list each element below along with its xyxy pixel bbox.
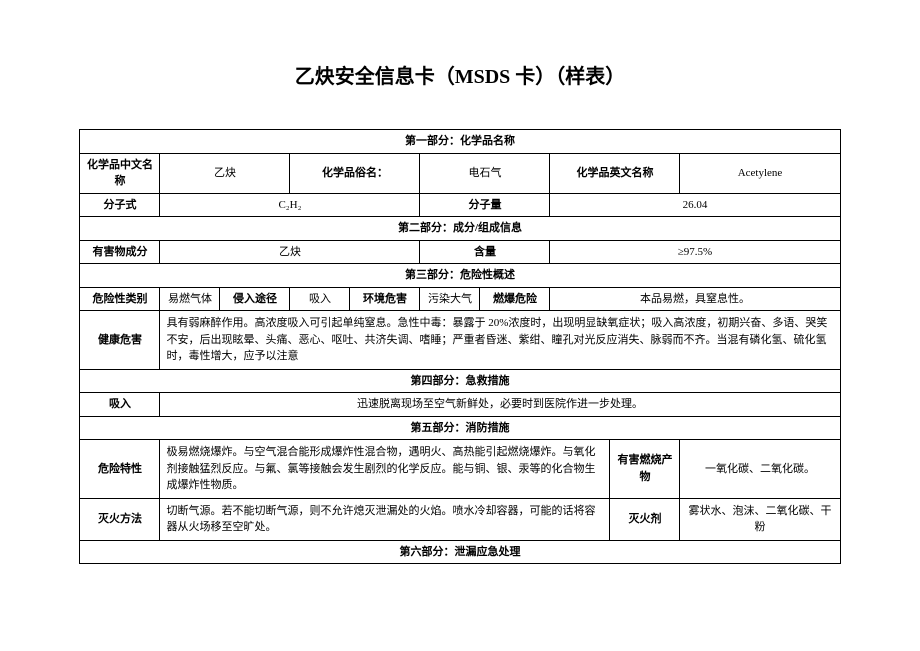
page-title: 乙炔安全信息卡（MSDS 卡）（样表） <box>0 60 920 89</box>
section-header-1: 第一部分：化学品名称 <box>80 130 840 154</box>
label-content: 含量 <box>420 240 550 264</box>
label-name-common: 化学品俗名： <box>290 153 420 193</box>
label-health-hazard: 健康危害 <box>80 311 160 370</box>
value-entry-route: 吸入 <box>290 287 350 311</box>
value-name-cn: 乙炔 <box>160 153 290 193</box>
label-ext-method: 灭火方法 <box>80 498 160 540</box>
label-inhale: 吸入 <box>80 393 160 417</box>
value-hazard-class: 易燃气体 <box>160 287 220 311</box>
table-row: 第四部分：急救措施 <box>80 369 840 393</box>
table-row: 分子式 C₂H₂ 分子量 26.04 <box>80 193 840 217</box>
label-name-en: 化学品英文名称 <box>550 153 680 193</box>
value-inhale: 迅速脱离现场至空气新鲜处，必要时到医院作进一步处理。 <box>160 393 840 417</box>
value-content: ≥97.5% <box>550 240 840 264</box>
table-row: 第三部分：危险性概述 <box>80 264 840 288</box>
table-row: 化学品中文名称 乙炔 化学品俗名： 电石气 化学品英文名称 Acetylene <box>80 153 840 193</box>
table-row: 有害物成分 乙炔 含量 ≥97.5% <box>80 240 840 264</box>
value-formula: C₂H₂ <box>160 193 420 217</box>
table-row: 健康危害 具有弱麻醉作用。高浓度吸入可引起单纯窒息。急性中毒：暴露于 20%浓度… <box>80 311 840 370</box>
value-hazmat: 乙炔 <box>160 240 420 264</box>
label-entry-route: 侵入途径 <box>220 287 290 311</box>
label-name-cn: 化学品中文名称 <box>80 153 160 193</box>
page: 乙炔安全信息卡（MSDS 卡）（样表） 第一部分：化学品名称 化学品中文名称 乙… <box>0 0 920 651</box>
table-row: 吸入 迅速脱离现场至空气新鲜处，必要时到医院作进一步处理。 <box>80 393 840 417</box>
label-fire-hazard: 燃爆危险 <box>480 287 550 311</box>
msds-table: 第一部分：化学品名称 化学品中文名称 乙炔 化学品俗名： 电石气 化学品英文名称… <box>79 129 840 564</box>
section-header-2: 第二部分：成分/组成信息 <box>80 217 840 241</box>
section-header-3: 第三部分：危险性概述 <box>80 264 840 288</box>
value-fire-hazard: 本品易燃，具窒息性。 <box>550 287 840 311</box>
table-row: 危险性类别 易燃气体 侵入途径 吸入 环境危害 污染大气 燃爆危险 本品易燃，具… <box>80 287 840 311</box>
section-header-6: 第六部分：泄漏应急处理 <box>80 540 840 564</box>
label-hazard-class: 危险性类别 <box>80 287 160 311</box>
label-ext-agent: 灭火剂 <box>610 498 680 540</box>
label-hazard-char: 危险特性 <box>80 440 160 499</box>
label-harm-combust: 有害燃烧产物 <box>610 440 680 499</box>
label-formula: 分子式 <box>80 193 160 217</box>
value-hazard-char: 极易燃烧爆炸。与空气混合能形成爆炸性混合物，遇明火、高热能引起燃烧爆炸。与氧化剂… <box>160 440 610 499</box>
table-row: 第一部分：化学品名称 <box>80 130 840 154</box>
value-harm-combust: 一氧化碳、二氧化碳。 <box>680 440 840 499</box>
section-header-5: 第五部分：消防措施 <box>80 416 840 440</box>
value-ext-agent: 雾状水、泡沫、二氧化碳、干粉 <box>680 498 840 540</box>
value-health-hazard: 具有弱麻醉作用。高浓度吸入可引起单纯窒息。急性中毒：暴露于 20%浓度时，出现明… <box>160 311 840 370</box>
value-name-en: Acetylene <box>680 153 840 193</box>
label-mw: 分子量 <box>420 193 550 217</box>
table-row: 第二部分：成分/组成信息 <box>80 217 840 241</box>
section-header-4: 第四部分：急救措施 <box>80 369 840 393</box>
table-row: 第五部分：消防措施 <box>80 416 840 440</box>
table-row: 灭火方法 切断气源。若不能切断气源，则不允许熄灭泄漏处的火焰。喷水冷却容器，可能… <box>80 498 840 540</box>
label-hazmat: 有害物成分 <box>80 240 160 264</box>
value-env-hazard: 污染大气 <box>420 287 480 311</box>
table-row: 危险特性 极易燃烧爆炸。与空气混合能形成爆炸性混合物，遇明火、高热能引起燃烧爆炸… <box>80 440 840 499</box>
label-env-hazard: 环境危害 <box>350 287 420 311</box>
table-row: 第六部分：泄漏应急处理 <box>80 540 840 564</box>
value-ext-method: 切断气源。若不能切断气源，则不允许熄灭泄漏处的火焰。喷水冷却容器，可能的话将容器… <box>160 498 610 540</box>
value-mw: 26.04 <box>550 193 840 217</box>
value-name-common: 电石气 <box>420 153 550 193</box>
